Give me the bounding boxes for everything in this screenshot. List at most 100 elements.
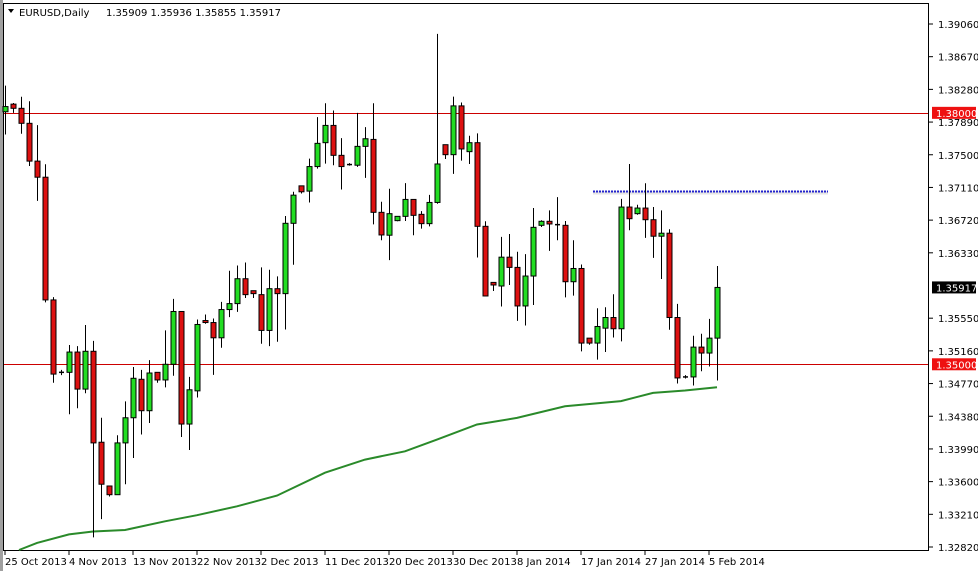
candle	[42, 164, 49, 303]
candle-body-bearish	[442, 144, 449, 156]
candle-body-bullish	[282, 222, 289, 295]
current-price-tag: 1.35917	[936, 283, 977, 294]
candle	[34, 125, 41, 201]
candle-body-bearish	[90, 350, 97, 444]
candle	[434, 33, 441, 204]
candle-body-bullish	[450, 105, 457, 156]
candle	[2, 85, 9, 135]
x-tick-label: 13 Nov 2013	[133, 557, 197, 568]
candle	[706, 318, 713, 367]
candle-body-bullish	[162, 363, 169, 381]
candle	[555, 197, 560, 241]
candle	[74, 346, 81, 409]
candle-body-bearish	[10, 103, 17, 109]
candle-body-bearish	[458, 105, 465, 150]
candle-body-bullish	[2, 106, 9, 113]
candle-body-bullish	[530, 226, 537, 277]
candle	[562, 220, 569, 298]
candle-body-bullish	[658, 232, 665, 237]
candle-body-bullish	[634, 207, 641, 215]
x-tick-label: 22 Nov 2013	[197, 557, 261, 568]
candle	[354, 112, 361, 167]
candle-body-bearish	[138, 378, 145, 412]
candle-body-bearish	[506, 256, 513, 268]
horizontal-levels	[4, 113, 928, 365]
candle	[546, 210, 553, 251]
candle	[306, 158, 313, 203]
candle-body-bearish	[178, 310, 185, 425]
candle-body-bearish	[154, 371, 161, 381]
candle-body-bullish	[314, 142, 321, 168]
candle-body-bullish	[130, 377, 137, 419]
candle	[402, 183, 409, 221]
candle	[370, 103, 377, 225]
candle	[59, 369, 64, 376]
candle-body-bullish	[402, 198, 409, 217]
x-tick-label: 8 Jan 2014	[517, 557, 571, 568]
triangle-down-icon[interactable]	[8, 9, 14, 13]
candle-body-bullish	[306, 166, 313, 192]
candle	[618, 198, 625, 342]
candle-body-bullish	[218, 309, 225, 339]
candle	[266, 269, 273, 347]
candle	[530, 208, 537, 305]
candle	[474, 133, 481, 258]
candle	[442, 144, 449, 159]
candle-body-bearish	[98, 441, 105, 485]
candle	[290, 191, 297, 265]
plot-frame	[3, 3, 929, 551]
candle-body-bullish	[386, 213, 393, 236]
candle	[378, 201, 385, 241]
candle-body-bullish	[122, 417, 129, 444]
candle-body-bullish	[226, 303, 233, 311]
candle-body-bearish	[338, 154, 345, 168]
candle	[194, 319, 201, 398]
candle	[602, 307, 609, 353]
candle	[410, 198, 417, 236]
candle	[514, 251, 521, 321]
candle	[250, 290, 257, 298]
candle	[66, 345, 73, 415]
candle	[82, 325, 89, 394]
candle-body-bullish	[394, 215, 401, 222]
y-tick-label: 1.36330	[938, 249, 978, 260]
candle	[482, 221, 489, 297]
candle-body-bullish	[322, 124, 329, 144]
candle	[314, 117, 321, 169]
candle	[418, 211, 425, 229]
candle	[50, 297, 57, 383]
candle-body-bullish	[522, 275, 529, 307]
candle-body-bearish	[546, 220, 553, 225]
y-tick-label: 1.37890	[938, 118, 978, 129]
candle	[490, 281, 497, 292]
candle	[522, 254, 529, 326]
candle-body-bearish	[674, 317, 681, 379]
candle-body-bearish	[562, 224, 569, 283]
candle	[98, 417, 105, 520]
candle-body-bearish	[650, 219, 657, 237]
candle-body-bearish	[258, 294, 265, 331]
candle	[506, 233, 513, 285]
candle-body-bearish	[418, 213, 425, 225]
candle	[138, 369, 145, 435]
candle-body-bearish	[698, 346, 705, 354]
y-tick-label: 1.33210	[938, 510, 978, 521]
candle	[714, 266, 721, 381]
x-tick-label: 27 Jan 2014	[645, 557, 705, 568]
candle-body-bearish	[666, 232, 673, 319]
candle	[186, 376, 193, 450]
candle-body-bearish	[26, 122, 33, 162]
candle	[386, 188, 393, 261]
candle	[698, 333, 705, 372]
candle	[210, 318, 217, 375]
x-tick-label: 25 Oct 2013	[5, 557, 67, 568]
candle-body-bullish	[354, 145, 361, 166]
candle-body-bullish	[466, 142, 473, 153]
candle-body-bearish	[370, 138, 377, 213]
candle	[154, 371, 161, 383]
candle-body-bullish	[234, 278, 241, 305]
candle-body-bearish	[18, 107, 25, 124]
x-tick-label: 11 Dec 2013	[325, 557, 389, 568]
